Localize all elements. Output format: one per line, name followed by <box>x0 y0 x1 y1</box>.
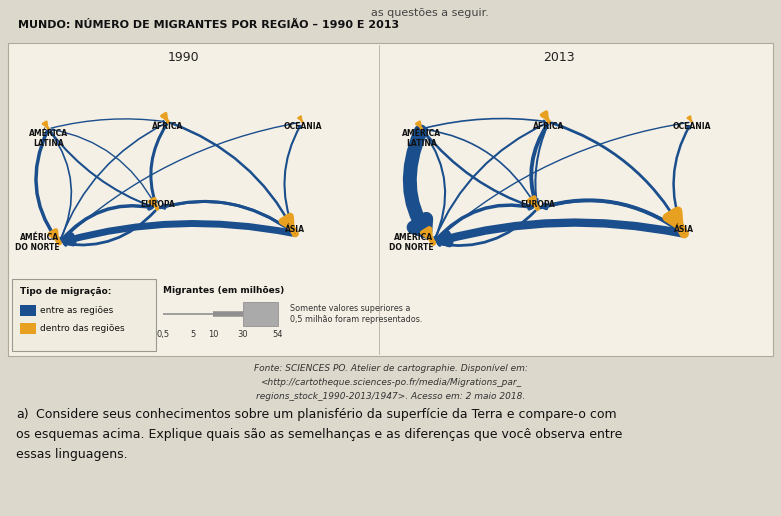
Text: 10: 10 <box>208 330 218 339</box>
Text: entre as regiões: entre as regiões <box>40 306 113 315</box>
Text: AMÉRICA
LATINA: AMÉRICA LATINA <box>29 129 68 148</box>
Text: essas linguagens.: essas linguagens. <box>16 448 127 461</box>
Text: Fonte: SCIENCES PO. Atelier de cartographie. Disponível em:: Fonte: SCIENCES PO. Atelier de cartograp… <box>254 364 527 373</box>
FancyArrowPatch shape <box>442 222 681 243</box>
FancyArrowPatch shape <box>62 223 291 242</box>
FancyArrowPatch shape <box>171 123 294 230</box>
Text: as questões a seguir.: as questões a seguir. <box>371 8 488 18</box>
Text: os esquemas acima. Explique quais são as semelhanças e as diferenças que você ob: os esquemas acima. Explique quais são as… <box>16 428 622 441</box>
Text: 30: 30 <box>237 330 248 339</box>
FancyArrowPatch shape <box>424 133 445 240</box>
FancyArrowPatch shape <box>67 223 292 243</box>
FancyArrowPatch shape <box>51 132 71 240</box>
FancyArrowPatch shape <box>543 200 682 232</box>
Text: a): a) <box>16 408 29 421</box>
Text: ÁSIA: ÁSIA <box>674 224 694 234</box>
FancyArrowPatch shape <box>50 131 153 207</box>
FancyArrowPatch shape <box>435 205 532 241</box>
FancyArrowPatch shape <box>424 119 545 128</box>
FancyArrowPatch shape <box>438 211 536 246</box>
Text: OCEANIA: OCEANIA <box>284 122 322 131</box>
Text: Migrantes (em milhões): Migrantes (em milhões) <box>163 286 284 295</box>
FancyArrowPatch shape <box>436 223 679 242</box>
FancyArrowPatch shape <box>61 205 152 240</box>
Text: OCEANIA: OCEANIA <box>672 122 711 131</box>
FancyBboxPatch shape <box>12 279 156 351</box>
Text: 0,5: 0,5 <box>156 330 169 339</box>
FancyArrowPatch shape <box>434 123 547 239</box>
Text: Somente valores superiores a
0,5 milhão foram representados.: Somente valores superiores a 0,5 milhão … <box>290 303 423 325</box>
Text: dentro das regiões: dentro das regiões <box>40 324 125 333</box>
Bar <box>20 323 36 334</box>
FancyArrowPatch shape <box>52 129 156 206</box>
Bar <box>243 302 278 326</box>
FancyArrowPatch shape <box>410 132 426 231</box>
FancyArrowPatch shape <box>284 126 301 231</box>
Text: ÁSIA: ÁSIA <box>285 224 305 234</box>
Text: <http://cartotheque.sciences-po.fr/media/Migrations_par_: <http://cartotheque.sciences-po.fr/media… <box>260 378 521 387</box>
Bar <box>20 305 36 316</box>
FancyArrowPatch shape <box>36 132 56 238</box>
FancyArrowPatch shape <box>551 123 682 229</box>
FancyArrowPatch shape <box>51 119 164 128</box>
Text: 2013: 2013 <box>543 51 575 64</box>
Text: 5: 5 <box>191 330 195 339</box>
FancyArrowPatch shape <box>162 201 293 232</box>
FancyArrowPatch shape <box>540 201 679 231</box>
Text: 1990: 1990 <box>168 51 200 64</box>
FancyArrowPatch shape <box>436 122 689 240</box>
FancyArrowPatch shape <box>60 123 166 239</box>
FancyArrowPatch shape <box>151 124 166 204</box>
FancyArrowPatch shape <box>536 126 547 206</box>
FancyArrowPatch shape <box>426 128 536 206</box>
Text: 54: 54 <box>273 330 284 339</box>
FancyArrowPatch shape <box>531 124 547 203</box>
Text: regions_stock_1990-2013/1947>. Acesso em: 2 maio 2018.: regions_stock_1990-2013/1947>. Acesso em… <box>256 392 525 401</box>
FancyBboxPatch shape <box>8 43 773 356</box>
Text: EUROPA: EUROPA <box>520 200 555 208</box>
Text: AMÉRICA
LATINA: AMÉRICA LATINA <box>402 129 441 148</box>
FancyArrowPatch shape <box>423 131 533 208</box>
Text: Considere seus conhecimentos sobre um planisfério da superfície da Terra e compa: Considere seus conhecimentos sobre um pl… <box>36 408 617 421</box>
FancyArrowPatch shape <box>160 202 291 231</box>
Text: AMÉRICA
DO NORTE: AMÉRICA DO NORTE <box>388 233 433 252</box>
FancyArrowPatch shape <box>64 211 155 246</box>
FancyBboxPatch shape <box>5 18 776 40</box>
Text: AMÉRICA
DO NORTE: AMÉRICA DO NORTE <box>15 233 59 252</box>
Text: MUNDO: NÚMERO DE MIGRANTES POR REGIÃO – 1990 E 2013: MUNDO: NÚMERO DE MIGRANTES POR REGIÃO – … <box>18 20 399 30</box>
Text: EUROPA: EUROPA <box>140 200 175 208</box>
Text: ÁFRICA: ÁFRICA <box>533 122 565 131</box>
FancyArrowPatch shape <box>62 122 300 240</box>
Text: Tipo de migração:: Tipo de migração: <box>20 287 112 296</box>
FancyArrowPatch shape <box>673 126 690 231</box>
Text: ÁFRICA: ÁFRICA <box>152 122 184 131</box>
